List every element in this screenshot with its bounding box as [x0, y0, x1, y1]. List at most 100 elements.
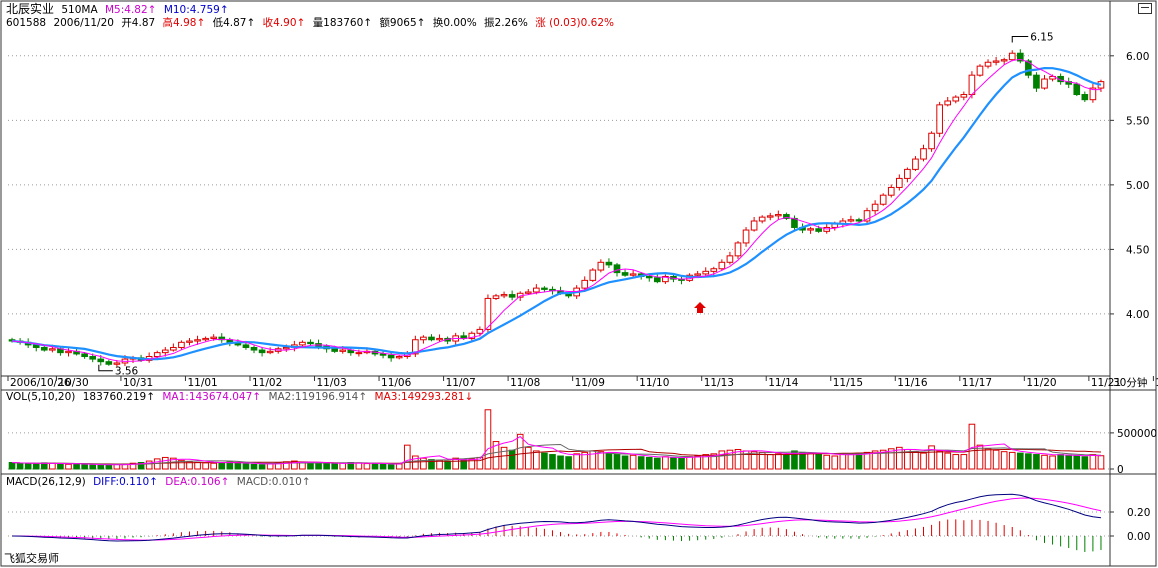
period-label: 30分钟 — [1113, 376, 1147, 389]
brand-label: 飞狐交易师 — [4, 552, 59, 565]
candle-up — [887, 186, 895, 196]
stock-code: 601588 — [6, 17, 47, 29]
volume-bar-up — [774, 453, 782, 470]
volume-bar-up — [734, 449, 742, 470]
candle-up — [202, 337, 209, 341]
x-tick-label: 11/09 — [575, 377, 605, 389]
volume-value: 量183760 — [312, 17, 364, 29]
volume-bar-up — [363, 463, 371, 470]
volume-bar-down — [1016, 452, 1024, 470]
quote-date: 2006/11/20 — [53, 17, 114, 29]
volume-bar-down — [541, 452, 548, 470]
candle-up — [299, 341, 306, 346]
candle-up — [170, 346, 177, 351]
volume-bar-up — [524, 446, 532, 470]
high-marker-line — [1011, 35, 1029, 43]
volume-bar-up — [403, 444, 411, 470]
candle-up — [355, 352, 363, 355]
volume-bar-down — [654, 457, 661, 470]
volume-bar-down — [331, 463, 339, 470]
candle-down — [855, 219, 863, 222]
price-tick-label: 5.00 — [1126, 180, 1149, 192]
macd-header: MACD(26,12,9) DIFF:0.110↑ DEA:0.106↑ MAC… — [6, 476, 311, 488]
volume-bar-down — [605, 452, 613, 470]
ma5-line — [11, 58, 1101, 362]
volume-bar-up — [936, 450, 943, 470]
volume-bar-down — [250, 463, 258, 470]
candle-up — [960, 94, 968, 98]
ma10-line — [11, 66, 1102, 361]
x-tick-label: 11/13 — [704, 377, 734, 389]
volume-bar-up — [355, 462, 363, 470]
volume-bar-down — [444, 460, 451, 470]
volume-bar-up — [944, 452, 952, 470]
x-tick-label: 11/03 — [317, 377, 347, 389]
price-tick-label: 4.00 — [1126, 309, 1149, 321]
volume-bar-up — [202, 462, 209, 470]
candle-up — [524, 291, 532, 294]
candle-up — [936, 104, 943, 134]
volume-bar-down — [234, 462, 242, 470]
volume-bar-down — [105, 464, 113, 470]
volume-bar-down — [32, 463, 40, 470]
volume-bar-up — [516, 433, 524, 470]
volume-bar-up — [750, 451, 758, 470]
candle-up — [758, 216, 766, 222]
volume-bar-up — [710, 453, 718, 470]
volume-bar-down — [508, 449, 516, 470]
volume-bar-up — [629, 454, 637, 470]
volume-bar-down — [565, 456, 572, 470]
candle-down — [307, 341, 314, 345]
macd-macd: MACD:0.010 — [236, 476, 302, 488]
volume-bar-down — [242, 463, 250, 470]
candle-up — [807, 228, 814, 231]
volume-bar-down — [1081, 456, 1089, 470]
volume-bar-up — [928, 445, 935, 470]
volume-bar-down — [1033, 454, 1040, 470]
volume-bar-up — [895, 446, 903, 470]
candle-up — [420, 336, 427, 341]
volume-bar-down — [428, 459, 435, 470]
volume-ma3-line — [11, 448, 1102, 465]
macd-diff: DIFF:0.110 — [93, 476, 150, 488]
close-price: 收4.90 — [262, 17, 297, 29]
candle-down — [387, 354, 395, 359]
ma5-value: M5:4.82 — [105, 4, 148, 16]
volume-bar-up — [1097, 455, 1105, 470]
volume-bar-up — [968, 423, 976, 470]
ma5-arrow: ↑ — [147, 4, 157, 16]
corner-icon[interactable] — [1138, 3, 1152, 14]
candle-up — [194, 339, 201, 342]
candle-up — [113, 362, 121, 365]
candle-up — [178, 341, 185, 348]
dea-line — [12, 497, 1102, 541]
candle-up — [734, 242, 742, 257]
x-tick-label: 11/17 — [962, 377, 992, 389]
x-tick-label: 11/15 — [833, 377, 863, 389]
vol-ma1: MA1:143674.047 — [162, 391, 253, 403]
candle-up — [186, 340, 193, 343]
candle-up — [968, 74, 976, 96]
volume-bar-up — [1000, 451, 1008, 470]
candle-up — [1041, 78, 1048, 89]
volume-bar-up — [823, 454, 831, 470]
volume-bar-up — [145, 460, 153, 470]
open-price: 开4.87 — [121, 17, 156, 29]
candle-up — [742, 229, 750, 244]
volume-bar-up — [533, 450, 540, 470]
volume-bar-up — [718, 450, 726, 470]
candlestick-series — [8, 49, 1105, 367]
candle-up — [436, 337, 443, 341]
price-tick-label: 4.50 — [1126, 244, 1149, 256]
x-tick-label: 11/02 — [252, 377, 282, 389]
price-tick-label: 5.50 — [1126, 115, 1149, 127]
volume-bar-down — [57, 463, 64, 470]
volume-bar-up — [170, 457, 177, 470]
volume-bar-down — [81, 464, 88, 470]
x-tick-label: 11/10 — [639, 377, 669, 389]
volume-bar-down — [16, 462, 24, 470]
volume-bar-up — [452, 457, 459, 470]
volume-bar-up — [863, 451, 871, 470]
volume-bar-up — [694, 455, 701, 470]
